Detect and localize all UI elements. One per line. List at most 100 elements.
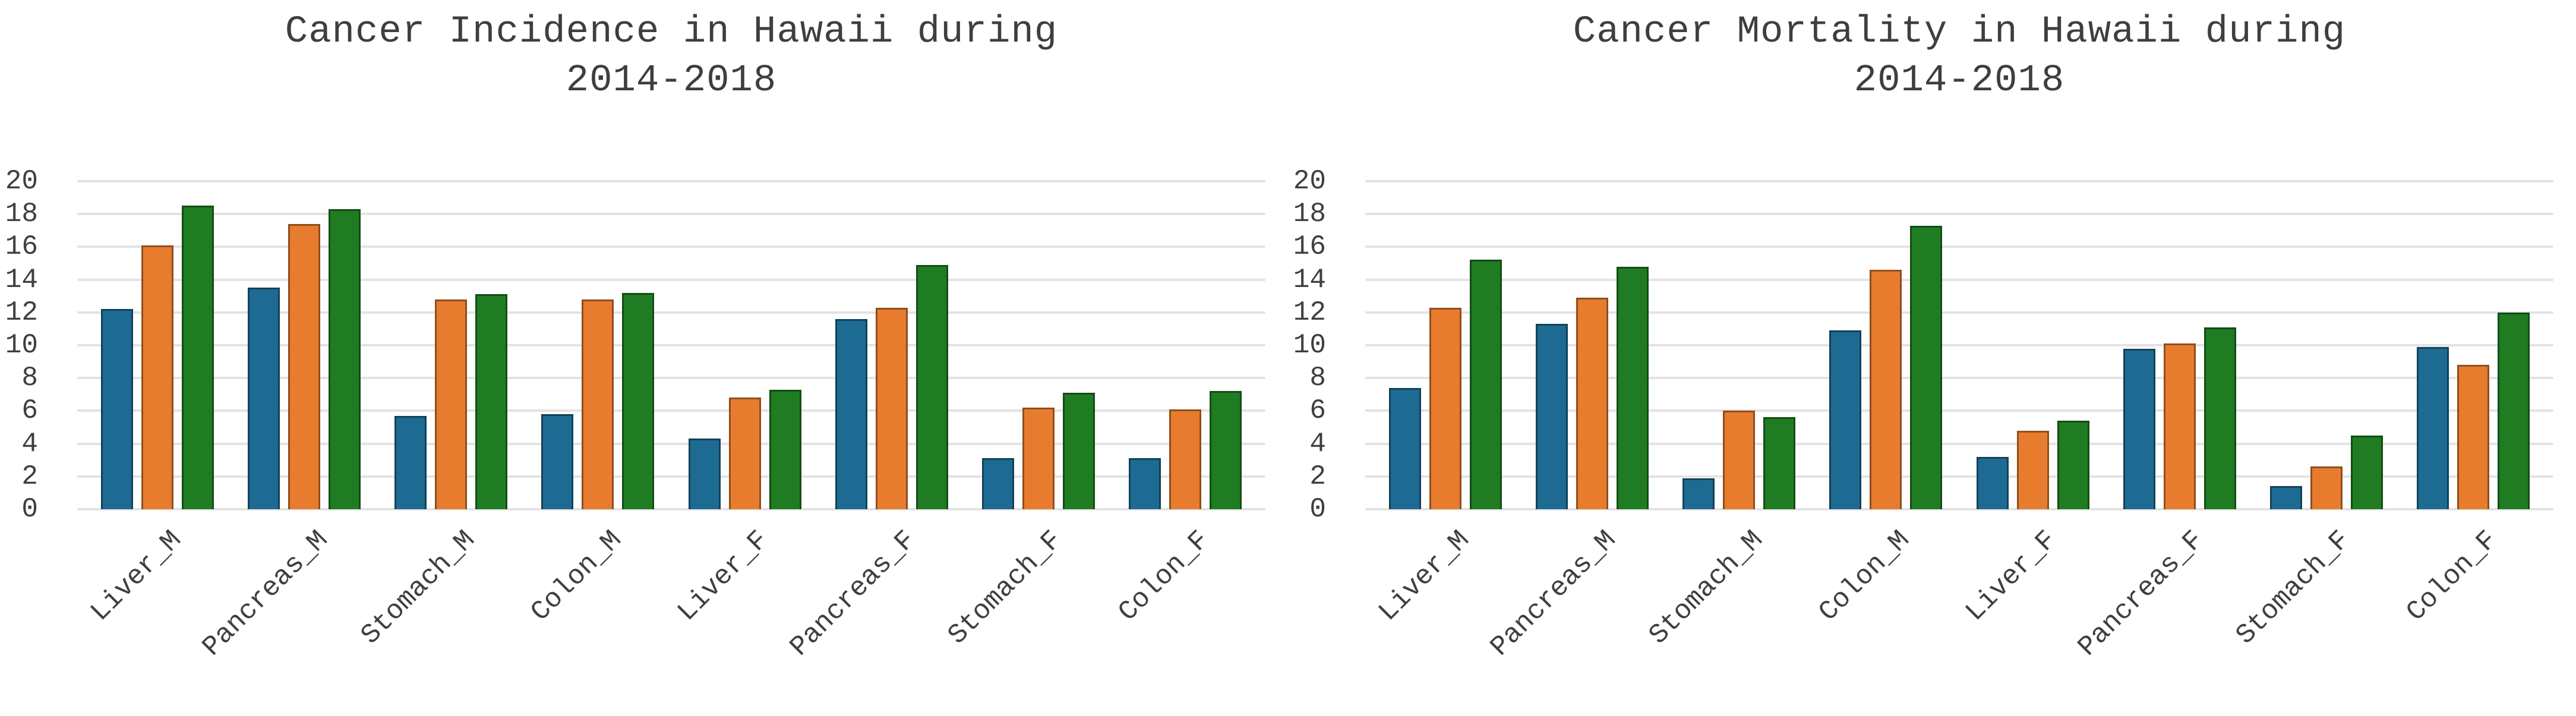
bar-Liver_F-series-blue [1976, 456, 2009, 509]
y-tick-label: 0 [1309, 494, 1326, 525]
chart-title-line1: Cancer Mortality in Hawaii during [1573, 11, 2346, 53]
x-axis: Liver_M Pancreas_M Stomach_M Colon_M Liver_F… [1365, 509, 2553, 716]
bar-Liver_F-series-orange [2016, 430, 2049, 509]
bar-Colon_F-series-blue [2417, 346, 2449, 509]
y-tick-label: 4 [1309, 428, 1326, 459]
bar-Colon_M-series-blue [541, 414, 574, 509]
gridline [77, 213, 1265, 216]
x-tick-label: Liver_M [84, 525, 188, 628]
bar-Stomach_F-series-green [2350, 435, 2383, 509]
plot-area [77, 180, 1265, 510]
y-tick-label: 18 [5, 198, 38, 230]
bar-Liver_F-series-green [769, 389, 801, 509]
bar-Liver_M-series-green [1470, 260, 1502, 509]
bar-Stomach_M-series-green [475, 294, 508, 509]
bar-group-Pancreas_M [248, 209, 361, 509]
bar-Colon_F-series-green [2498, 312, 2530, 509]
bar-Pancreas_M-series-green [329, 209, 361, 509]
x-tick-label: Pancreas_F [2072, 525, 2210, 663]
x-tick-label: Liver_M [1372, 525, 1476, 628]
bar-Liver_F-series-green [2057, 420, 2089, 509]
y-tick-label: 14 [5, 264, 38, 295]
bar-group-Colon_F [1129, 391, 1242, 509]
bar-Stomach_M-series-blue [1682, 478, 1715, 509]
bar-group-Colon_F [2417, 312, 2530, 509]
bar-group-Pancreas_F [835, 264, 948, 509]
y-tick-label: 10 [1293, 330, 1326, 361]
y-axis: 0 2 4 6 8 10 12 14 16 18 20 [1288, 166, 1326, 525]
chart-title-line1: Cancer Incidence in Hawaii during [285, 11, 1058, 53]
bar-Stomach_F-series-orange [1022, 407, 1055, 509]
bar-Pancreas_F-series-orange [2163, 343, 2196, 509]
y-tick-label: 20 [5, 166, 38, 197]
bar-Stomach_M-series-orange [435, 299, 468, 509]
bar-group-Liver_M [101, 206, 214, 509]
x-tick-label: Colon_M [525, 525, 629, 628]
x-tick-label: Liver_F [1959, 525, 2063, 628]
gridline [1365, 245, 2553, 248]
y-tick-label: 18 [1293, 198, 1326, 230]
bar-Pancreas_M-series-orange [1576, 297, 1609, 509]
x-tick-label: Pancreas_F [784, 525, 922, 663]
bar-Colon_M-series-green [622, 292, 655, 509]
gridline [1365, 442, 2553, 445]
gridline [1365, 475, 2553, 478]
bar-Colon_M-series-blue [1829, 330, 1862, 509]
bar-group-Liver_F [1976, 420, 2089, 509]
gridline [1365, 311, 2553, 314]
bar-Pancreas_F-series-blue [835, 318, 867, 509]
x-tick-label: Liver_F [671, 525, 775, 628]
bar-Pancreas_M-series-green [1617, 266, 1649, 509]
bar-Pancreas_M-series-blue [1536, 324, 1568, 509]
bar-Stomach_F-series-blue [981, 458, 1014, 509]
x-tick-label: Pancreas_M [1484, 525, 1622, 663]
bar-Colon_M-series-green [1910, 225, 1943, 509]
bar-Pancreas_F-series-blue [2123, 348, 2155, 509]
bar-Colon_F-series-blue [1129, 458, 1161, 509]
gridline [1365, 409, 2553, 412]
bar-group-Pancreas_M [1536, 266, 1649, 509]
bar-group-Liver_F [688, 389, 801, 509]
bar-Liver_M-series-orange [1429, 307, 1461, 509]
gridline [77, 278, 1265, 281]
y-tick-label: 10 [5, 330, 38, 361]
bar-group-Stomach_F [981, 393, 1095, 509]
gridline [1365, 508, 2553, 510]
bar-Colon_F-series-green [1210, 391, 1242, 509]
y-tick-label: 6 [21, 395, 38, 427]
bar-Pancreas_M-series-orange [288, 223, 321, 509]
y-tick-label: 12 [1293, 297, 1326, 328]
y-axis: 0 2 4 6 8 10 12 14 16 18 20 [0, 166, 38, 525]
chart-title: Cancer Incidence in Hawaii during 2014-2… [77, 8, 1265, 105]
bar-Liver_M-series-orange [141, 245, 173, 509]
incidence-chart: Cancer Incidence in Hawaii during 2014-2… [0, 8, 1265, 716]
gridline [77, 344, 1265, 346]
gridline [77, 409, 1265, 412]
bar-group-Colon_M [541, 292, 655, 509]
gridline [77, 245, 1265, 248]
x-tick-label: Stomach_F [942, 525, 1069, 651]
gridline [77, 180, 1265, 182]
y-tick-label: 16 [5, 231, 38, 263]
chart-title-line2: 2014-2018 [566, 59, 777, 102]
y-tick-label: 2 [21, 460, 38, 492]
y-tick-label: 8 [1309, 362, 1326, 394]
gridline [1365, 344, 2553, 346]
gridline [1365, 180, 2553, 182]
y-tick-label: 14 [1293, 264, 1326, 295]
bar-Stomach_F-series-green [1062, 393, 1095, 509]
bar-Stomach_M-series-green [1763, 417, 1796, 509]
gridline [77, 475, 1265, 478]
bar-group-Stomach_M [1682, 411, 1796, 509]
bar-Colon_F-series-orange [2457, 365, 2489, 509]
bar-Stomach_F-series-blue [2269, 486, 2302, 509]
x-tick-label: Stomach_M [355, 525, 482, 651]
x-axis: Liver_M Pancreas_M Stomach_M Colon_M Liver_F… [77, 509, 1265, 716]
bar-Colon_M-series-orange [1870, 270, 1902, 509]
bar-Liver_M-series-green [182, 206, 214, 509]
bar-Colon_M-series-orange [582, 299, 614, 509]
bar-Pancreas_F-series-green [2204, 327, 2236, 509]
gridline [1365, 213, 2553, 216]
x-tick-label: Colon_F [1112, 525, 1216, 628]
y-tick-label: 2 [1309, 460, 1326, 492]
